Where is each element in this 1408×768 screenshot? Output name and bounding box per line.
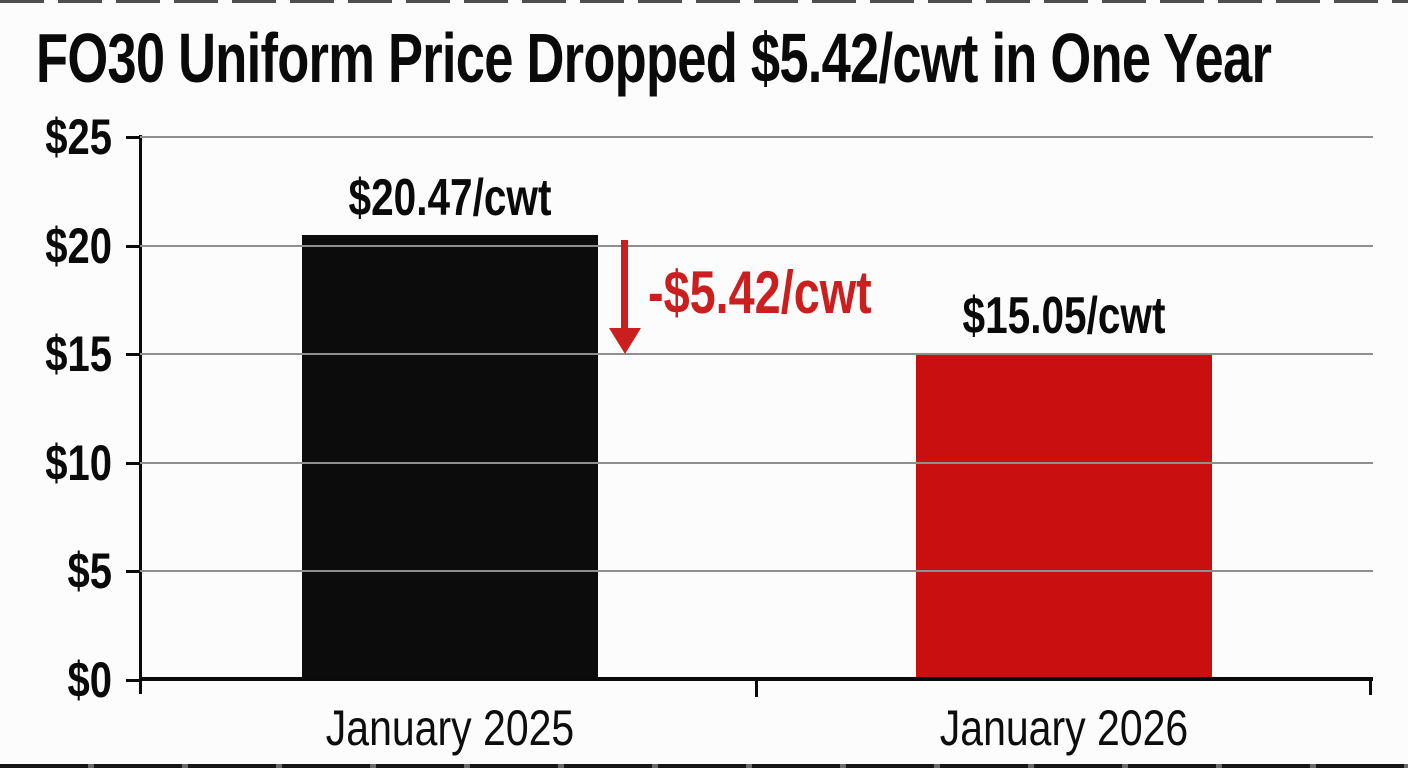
gridline	[140, 570, 1373, 572]
gridline	[140, 353, 1373, 355]
gridline	[140, 136, 1373, 138]
x-axis-mid-tick	[755, 679, 758, 697]
bar-value-label-2026: $15.05/cwt	[962, 287, 1166, 345]
top-crop-strip	[0, 0, 1408, 3]
drop-arrow-head-icon	[609, 328, 641, 354]
x-axis-label-january-2025: January 2025	[325, 700, 575, 756]
chart-title: FO30 Uniform Price Dropped $5.42/cwt in …	[36, 19, 1272, 97]
y-axis-tick	[126, 353, 140, 356]
y-tick-label: $10	[45, 435, 112, 491]
y-tick-label: $25	[45, 109, 112, 165]
bar-january-2025	[302, 235, 598, 679]
bar-january-2026	[916, 353, 1212, 679]
y-tick-label: $15	[45, 326, 112, 382]
y-axis-tick	[126, 462, 140, 465]
bar-value-label-2025: $20.47/cwt	[348, 169, 552, 227]
gridline	[140, 245, 1373, 247]
drop-arrow-icon	[621, 240, 628, 330]
y-tick-label: $20	[45, 218, 112, 274]
x-axis-label-january-2026: January 2026	[939, 700, 1189, 756]
x-axis-right-tick	[1369, 679, 1372, 695]
y-axis-line	[139, 135, 142, 694]
y-tick-label: $0	[67, 652, 113, 708]
y-axis-tick	[126, 245, 140, 248]
y-axis-tick	[126, 679, 140, 682]
y-tick-label: $5	[67, 543, 113, 599]
y-axis-tick	[126, 136, 140, 139]
gridline	[140, 462, 1373, 464]
price-drop-annotation: -$5.42/cwt	[648, 259, 872, 326]
y-axis-tick	[126, 570, 140, 573]
bottom-crop-strip	[0, 764, 1408, 768]
